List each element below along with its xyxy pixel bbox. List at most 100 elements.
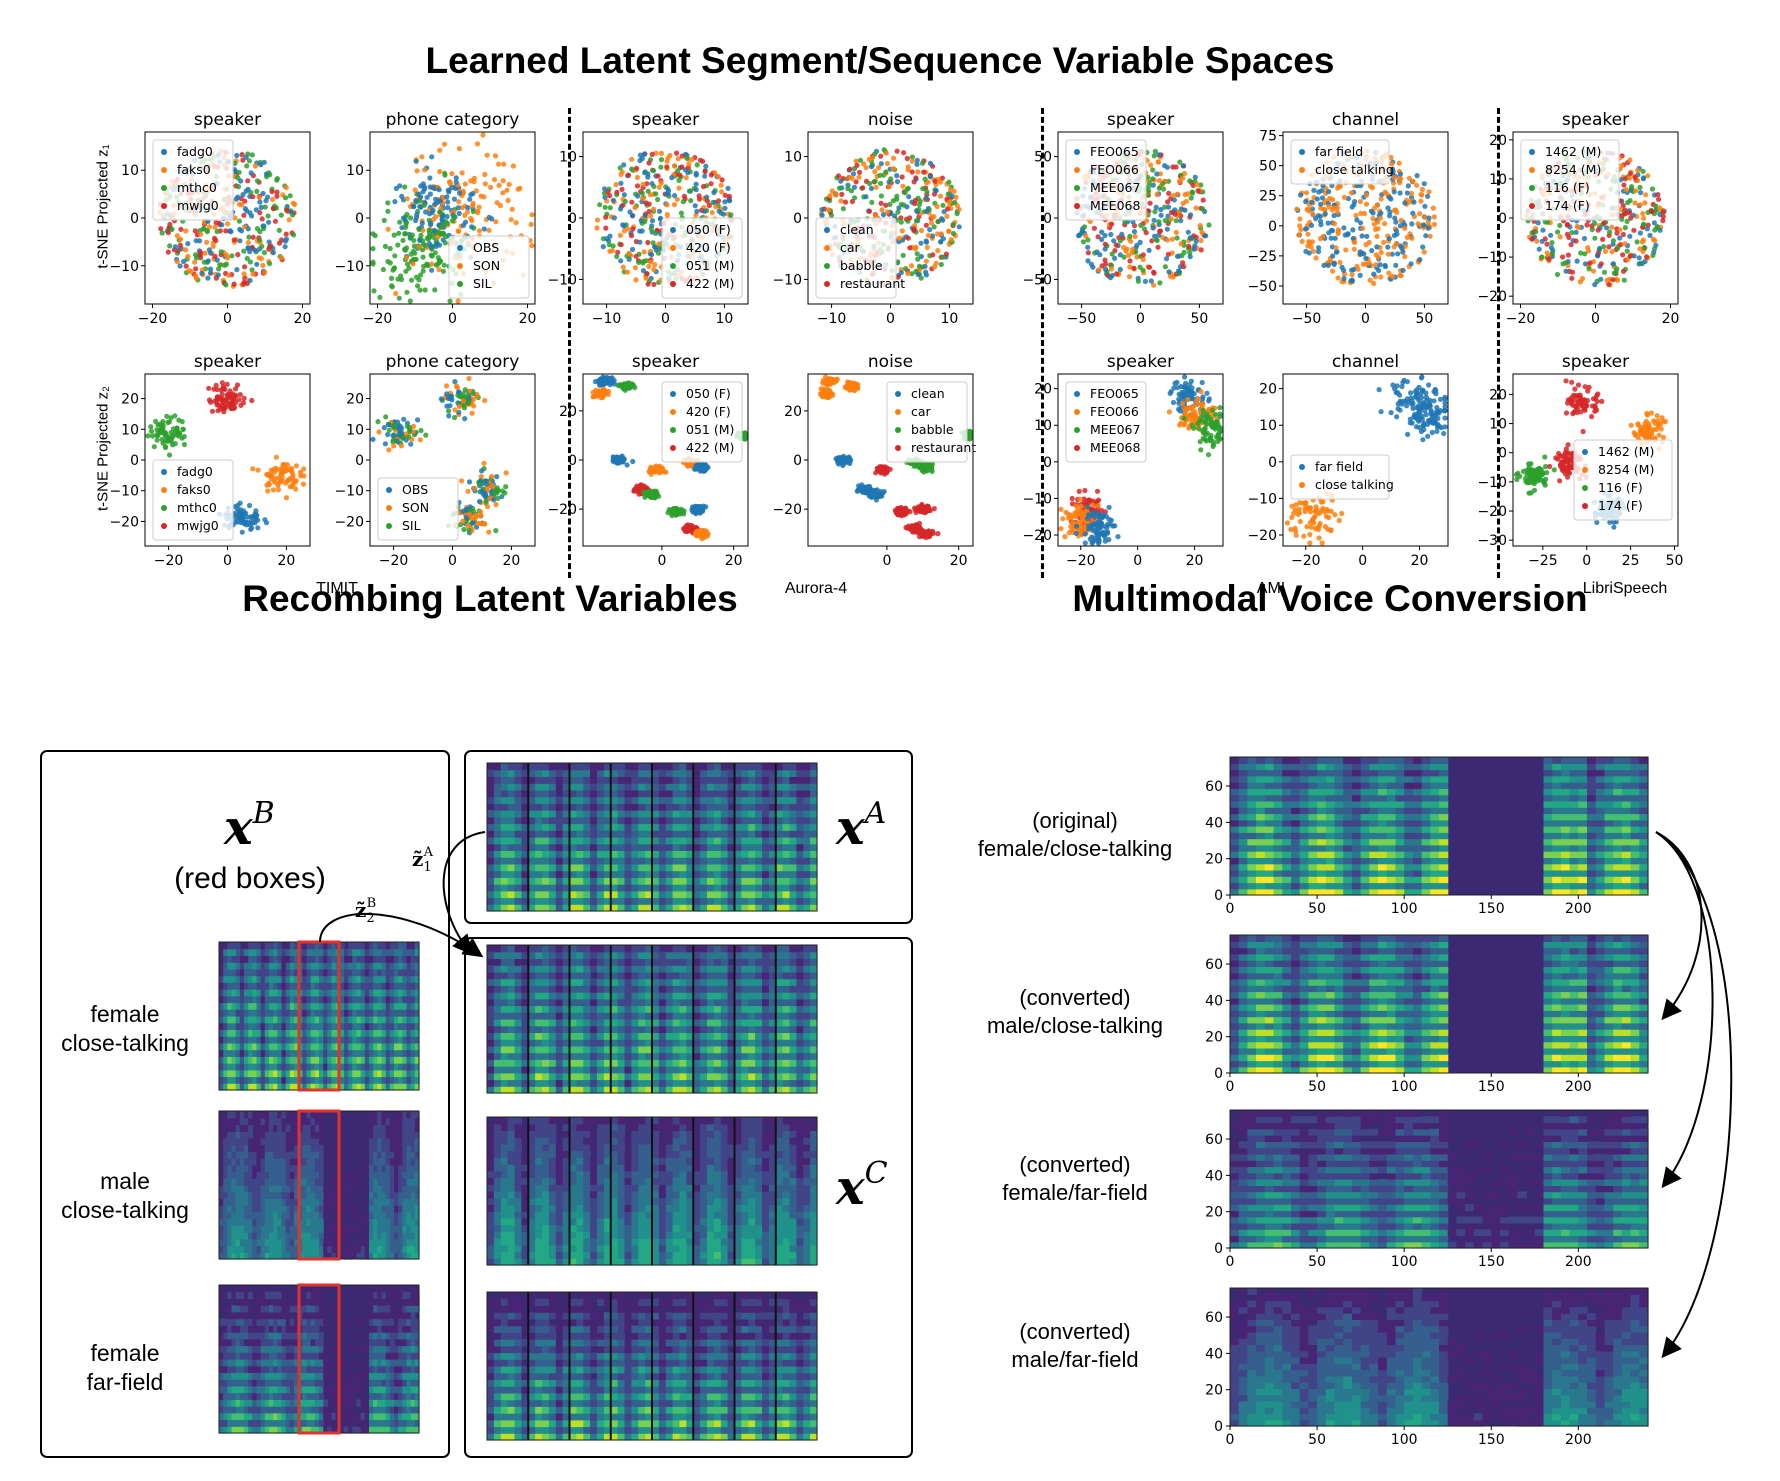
data-point (625, 270, 630, 275)
data-point (1640, 211, 1645, 216)
data-point (500, 190, 505, 195)
data-point (883, 169, 888, 174)
data-point (256, 468, 261, 473)
data-point (1609, 225, 1614, 230)
data-point (686, 526, 691, 531)
data-point (1374, 244, 1379, 249)
data-point (1206, 222, 1211, 227)
data-point (925, 245, 930, 250)
data-point (473, 513, 478, 518)
data-point (1621, 269, 1626, 274)
legend-entry: far field (1315, 144, 1363, 159)
legend-entry: 051 (M) (686, 258, 734, 273)
data-point (483, 181, 488, 186)
data-point (207, 224, 212, 229)
data-point (1165, 165, 1170, 170)
data-point (1118, 238, 1123, 243)
data-point (703, 164, 708, 169)
data-point (1358, 273, 1363, 278)
legend-marker (670, 263, 676, 269)
data-point (262, 517, 267, 522)
data-point (214, 400, 219, 405)
data-point (216, 272, 221, 277)
legend-marker (670, 445, 676, 451)
data-point (253, 163, 258, 168)
data-point (389, 276, 394, 281)
data-point (1148, 163, 1153, 168)
data-point (232, 237, 237, 242)
data-point (1171, 193, 1176, 198)
data-point (477, 228, 482, 233)
data-point (626, 173, 631, 178)
data-point (891, 156, 896, 161)
data-point (245, 178, 250, 183)
data-point (1192, 247, 1197, 252)
data-point (1534, 239, 1539, 244)
data-point (1592, 221, 1597, 226)
data-point (1371, 281, 1376, 286)
data-point (1569, 276, 1574, 281)
data-point (185, 241, 190, 246)
data-point (409, 252, 414, 257)
legend-marker (1299, 149, 1305, 155)
data-point (386, 227, 391, 232)
data-point (1358, 252, 1363, 257)
data-point (679, 164, 684, 169)
data-point (461, 223, 466, 228)
data-point (424, 262, 429, 267)
data-point (665, 212, 670, 217)
data-point (486, 228, 491, 233)
data-point (1637, 246, 1642, 251)
data-point (1332, 205, 1337, 210)
data-point (618, 181, 623, 186)
data-point (679, 211, 684, 216)
data-point (643, 213, 648, 218)
legend-marker (1299, 167, 1305, 173)
data-point (1375, 220, 1380, 225)
data-point (454, 179, 459, 184)
data-point (1100, 263, 1105, 268)
data-point (699, 532, 704, 537)
data-point (1318, 214, 1323, 219)
y-tick-label: 50 (1034, 150, 1052, 166)
data-point (1414, 183, 1419, 188)
data-point (182, 434, 187, 439)
data-point (883, 203, 888, 208)
data-point (251, 235, 256, 240)
legend-entry: 050 (F) (686, 386, 731, 401)
data-point (386, 422, 391, 427)
data-point (430, 185, 435, 190)
data-point (1398, 190, 1403, 195)
data-point (697, 193, 702, 198)
data-point (1602, 270, 1607, 275)
data-point (1637, 185, 1642, 190)
data-point (650, 152, 655, 157)
data-point (1108, 232, 1113, 237)
data-point (477, 499, 482, 504)
data-point (946, 180, 951, 185)
data-point (1166, 269, 1171, 274)
y-tick-label: 0 (1043, 211, 1052, 227)
data-point (1610, 249, 1615, 254)
data-point (1333, 236, 1338, 241)
data-point (637, 240, 642, 245)
data-point (480, 132, 485, 137)
data-point (1341, 225, 1346, 230)
data-point (1183, 192, 1188, 197)
data-point (442, 263, 447, 268)
legend-entry: 116 (F) (1545, 180, 1590, 195)
data-point (1374, 234, 1379, 239)
data-point (250, 466, 255, 471)
data-point (232, 282, 237, 287)
data-point (894, 173, 899, 178)
data-point (604, 378, 609, 383)
data-point (1603, 249, 1608, 254)
data-point (437, 169, 442, 174)
y-tick-label: 0 (1498, 211, 1507, 227)
x-tick-label: −20 (363, 311, 393, 327)
data-point (447, 179, 452, 184)
data-point (1369, 209, 1374, 214)
data-point (650, 218, 655, 223)
data-point (1643, 192, 1648, 197)
